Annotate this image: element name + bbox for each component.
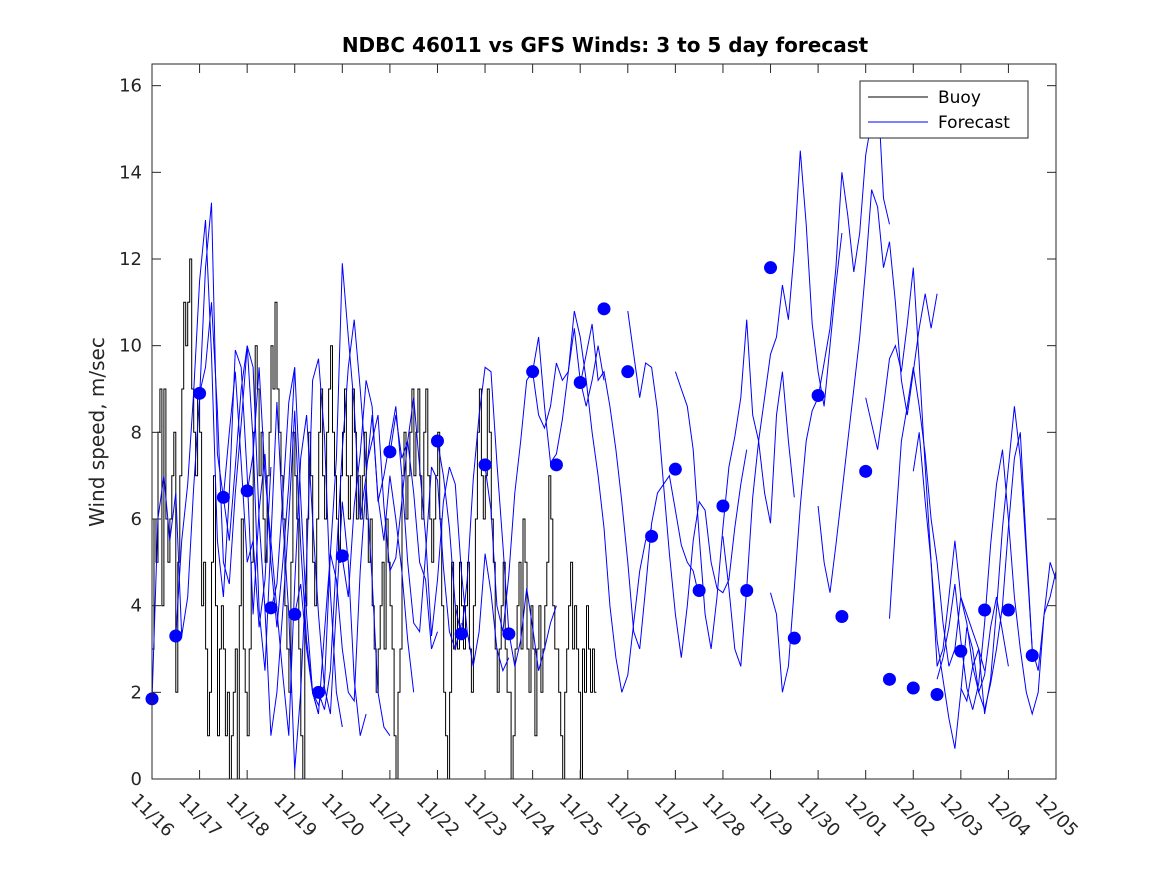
forecast-marker-point: [264, 601, 278, 615]
x-tick-label: 11/30: [793, 790, 845, 842]
y-tick-label: 4: [131, 596, 142, 617]
forecast-run-line: [152, 202, 272, 702]
x-tick-label: 11/20: [317, 790, 369, 842]
buoy-series-line: [152, 258, 597, 779]
y-tick-label: 12: [119, 249, 142, 270]
y-tick-label: 10: [119, 336, 142, 357]
forecast-marker-point: [430, 434, 444, 448]
forecast-run-line: [674, 319, 795, 650]
forecast-run-line: [532, 310, 653, 693]
forecast-marker-point: [859, 464, 873, 478]
forecast-marker-point: [668, 462, 682, 476]
x-tick-label: 11/24: [507, 790, 559, 842]
x-tick-label: 11/25: [555, 790, 607, 842]
forecast-marker-point: [930, 688, 944, 701]
forecast-marker-point: [835, 610, 849, 623]
forecast-marker-point: [716, 499, 730, 513]
x-tick-label: 11/29: [745, 790, 797, 842]
y-axis-label: Wind speed, m/sec: [85, 337, 109, 527]
forecast-run-line: [389, 397, 510, 673]
x-tick-label: 11/16: [126, 790, 178, 842]
forecast-marker-point: [692, 584, 706, 597]
forecast-run-line: [222, 345, 343, 771]
forecast-marker-point: [954, 644, 968, 658]
forecast-run-line: [341, 380, 462, 651]
forecast-run-line: [889, 367, 1009, 695]
forecast-run-line: [627, 310, 748, 658]
x-tick-label: 11/17: [174, 790, 226, 842]
forecast-run-line: [936, 449, 1056, 716]
forecast-marker-point: [787, 631, 801, 645]
forecast-marker-point: [906, 681, 920, 695]
forecast-run-line: [484, 328, 605, 632]
forecast-marker-point: [312, 685, 326, 699]
forecast-marker-point: [502, 627, 516, 641]
x-tick-label: 11/28: [697, 790, 749, 842]
forecast-run-line: [770, 85, 890, 693]
forecast-marker-point: [740, 584, 754, 597]
forecast-marker-point: [882, 672, 896, 686]
legend-label-buoy: Buoy: [938, 88, 981, 108]
y-tick-label: 6: [131, 509, 142, 530]
forecast-marker-point: [526, 365, 540, 379]
x-tick-label: 12/05: [1030, 790, 1082, 842]
forecast-marker-point: [288, 607, 302, 621]
forecast-marker-point: [216, 490, 230, 504]
forecast-marker-point: [1025, 649, 1039, 662]
y-tick-label: 14: [119, 162, 142, 183]
forecast-marker-point: [621, 365, 635, 379]
forecast-marker-point: [240, 484, 254, 498]
legend: Buoy Forecast: [859, 80, 1029, 139]
forecast-run-line: [579, 323, 700, 650]
forecast-run-line: [437, 366, 557, 671]
x-tick-label: 12/04: [983, 790, 1035, 842]
forecast-run-line: [912, 432, 1033, 749]
forecast-marker-point: [383, 445, 397, 459]
legend-box: [859, 80, 1029, 139]
forecast-marker-point: [573, 376, 587, 389]
forecast-run-line: [318, 319, 438, 710]
forecast-marker-point: [597, 302, 611, 316]
forecast-run-line: [960, 406, 1056, 715]
forecast-marker-point: [335, 549, 349, 563]
x-tick-label: 12/03: [935, 790, 987, 842]
forecast-marker-point: [478, 458, 492, 472]
forecast-marker-point: [811, 389, 825, 402]
x-tick-label: 12/01: [840, 790, 892, 842]
forecast-run-line: [246, 367, 367, 736]
x-tick-label: 11/22: [412, 790, 464, 842]
x-tick-label: 11/23: [460, 790, 512, 842]
forecast-marker-point: [978, 603, 992, 617]
x-tick-label: 11/18: [222, 790, 274, 842]
x-tick-label: 11/19: [269, 790, 321, 842]
forecast-run-line: [817, 189, 938, 593]
forecast-marker-point: [454, 627, 468, 641]
forecast-marker-point: [549, 458, 563, 472]
chart-title: NDBC 46011 vs GFS Winds: 3 to 5 day fore…: [342, 33, 869, 57]
forecast-run-line: [865, 267, 986, 671]
y-tick-label: 2: [131, 682, 142, 703]
y-tick-label: 0: [131, 769, 142, 790]
x-tick-label: 11/26: [602, 790, 654, 842]
x-tick-label: 11/27: [650, 790, 702, 842]
forecast-marker-point: [193, 386, 207, 400]
forecast-marker-point: [1001, 603, 1015, 617]
y-tick-label: 8: [131, 422, 142, 443]
legend-label-forecast: Forecast: [938, 113, 1010, 133]
plot-area-frame: [151, 63, 1057, 780]
x-tick-label: 11/21: [364, 790, 416, 842]
x-tick-label: 12/02: [888, 790, 940, 842]
y-tick-label: 16: [119, 76, 142, 97]
forecast-marker-point: [645, 529, 659, 543]
forecast-marker-point: [764, 261, 778, 275]
forecast-marker-point: [169, 629, 183, 643]
